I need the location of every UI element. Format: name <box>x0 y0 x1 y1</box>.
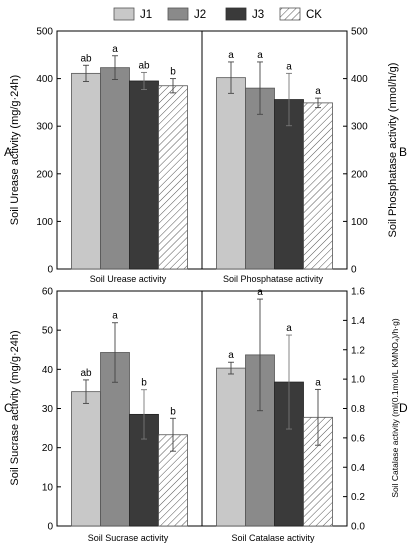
significance-label-a-j3: ab <box>138 60 150 71</box>
significance-label-b-j1: a <box>228 50 234 61</box>
ytick-label-c: 60 <box>42 287 54 298</box>
legend-label-j3: J3 <box>252 9 264 21</box>
significance-label-a-j1: ab <box>80 53 92 64</box>
panel-letter-a: A <box>4 145 12 159</box>
bar-d-j1 <box>216 367 246 527</box>
significance-label-d-j2: a <box>257 287 263 298</box>
ytick-label-b: 0 <box>351 265 357 276</box>
ytick-label-c: 50 <box>42 326 54 337</box>
bar-b-ck <box>303 102 333 270</box>
legend-swatch-j1 <box>113 7 135 21</box>
significance-label-d-ck: a <box>315 377 321 388</box>
ytick-label-a: 400 <box>36 74 53 85</box>
significance-label-c-j1: ab <box>80 368 92 379</box>
panel-letter-b: B <box>399 145 407 159</box>
ytick-label-b: 300 <box>351 122 368 133</box>
ytick-label-b: 100 <box>351 217 368 228</box>
significance-label-a-ck: b <box>170 67 176 78</box>
ylabel-d: Soil Catalase activity (ml(0.1mol/L KMNO… <box>390 318 400 498</box>
bar-b-j3 <box>274 99 304 270</box>
category-label-d: Soil Catalase activity <box>231 533 315 543</box>
significance-label-c-j2: a <box>112 311 118 322</box>
ytick-label-c: 10 <box>42 482 54 493</box>
ytick-label-b: 400 <box>351 74 368 85</box>
category-label-b: Soil Phosphatase activity <box>223 274 324 284</box>
ytick-label-c: 30 <box>42 404 54 415</box>
ytick-label-a: 0 <box>47 265 53 276</box>
bar-c-j1 <box>71 391 101 527</box>
significance-label-c-ck: b <box>170 406 176 417</box>
legend: J1 J2 J3 CK <box>113 7 322 21</box>
significance-label-b-j2: a <box>257 50 263 61</box>
significance-label-b-ck: a <box>315 86 321 97</box>
bar-a-j1 <box>71 72 101 270</box>
ytick-label-b: 200 <box>351 169 368 180</box>
ytick-label-c: 40 <box>42 365 54 376</box>
ylabel-c: Soil Sucrase activity (mg/g·24h) <box>9 330 21 485</box>
ytick-label-d: 1.0 <box>351 375 365 386</box>
ytick-label-d: 0.4 <box>351 463 365 474</box>
legend-swatch-j2 <box>167 7 189 21</box>
category-label-a: Soil Urease activity <box>90 274 167 284</box>
top-frame <box>56 30 348 270</box>
ytick-label-b: 500 <box>351 27 368 38</box>
legend-label-ck: CK <box>306 9 322 21</box>
bar-b-j2 <box>245 87 275 270</box>
ytick-label-d: 0.0 <box>351 522 365 533</box>
ytick-label-d: 1.4 <box>351 316 365 327</box>
ytick-label-a: 300 <box>36 122 53 133</box>
significance-label-b-j3: a <box>286 61 292 72</box>
ytick-label-d: 1.2 <box>351 345 365 356</box>
bar-a-ck <box>158 85 188 270</box>
bar-b-j1 <box>216 77 246 270</box>
ylabel-b: Soil Phosphatase activity (nmol/h/g) <box>387 63 399 238</box>
ytick-label-d: 1.6 <box>351 287 365 298</box>
ytick-label-a: 500 <box>36 27 53 38</box>
significance-label-c-j3: b <box>141 378 147 389</box>
panel-letter-c: C <box>4 401 13 415</box>
significance-label-a-j2: a <box>112 44 118 55</box>
significance-label-d-j1: a <box>228 350 234 361</box>
ytick-label-d: 0.6 <box>351 433 365 444</box>
bar-a-j2 <box>100 67 130 270</box>
legend-swatch-j3 <box>225 7 247 21</box>
ytick-label-c: 0 <box>47 522 53 533</box>
ytick-label-d: 0.2 <box>351 492 365 503</box>
ylabel-a: Soil Urease activity (mg/g·24h) <box>9 75 21 225</box>
ytick-label-d: 0.8 <box>351 404 365 415</box>
significance-label-d-j3: a <box>286 323 292 334</box>
bar-a-j3 <box>129 80 159 270</box>
ytick-label-a: 200 <box>36 169 53 180</box>
ytick-label-a: 100 <box>36 217 53 228</box>
category-label-c: Soil Sucrase activity <box>88 533 169 543</box>
legend-label-j2: J2 <box>194 9 206 21</box>
legend-label-j1: J1 <box>140 9 152 21</box>
ytick-label-c: 20 <box>42 443 54 454</box>
legend-swatch-ck <box>279 7 301 21</box>
panel-letter-d: D <box>399 401 408 415</box>
